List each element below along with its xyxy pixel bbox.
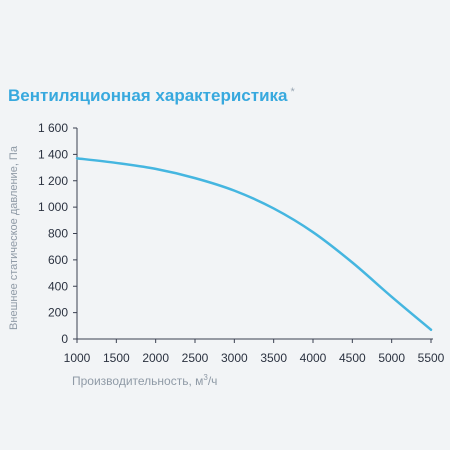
- y-tick-label: 1 600: [38, 121, 68, 135]
- x-tick-label: 3500: [260, 351, 287, 365]
- y-tick-label: 600: [48, 253, 68, 267]
- y-tick-label: 400: [48, 279, 68, 293]
- x-tick-label: 1000: [64, 351, 91, 365]
- x-tick-label: 1500: [103, 351, 130, 365]
- y-tick-label: 1 000: [38, 200, 68, 214]
- y-tick-label: 0: [61, 332, 68, 346]
- y-tick-label: 200: [48, 306, 68, 320]
- x-tick-label: 4500: [339, 351, 366, 365]
- x-tick-label: 4000: [300, 351, 327, 365]
- title-asterisk: *: [290, 86, 295, 98]
- y-tick-label: 800: [48, 227, 68, 241]
- x-tick-label: 5500: [418, 351, 445, 365]
- chart-title: Вентиляционная характеристика *: [8, 86, 295, 105]
- y-tick-label: 1 400: [38, 147, 68, 161]
- x-axis-label: Производительность, м3/ч: [72, 373, 218, 388]
- x-tick-label: 5000: [378, 351, 405, 365]
- series-line: [75, 157, 433, 332]
- x-tick-label: 3000: [221, 351, 248, 365]
- x-tick-label: 2000: [142, 351, 169, 365]
- x-tick-label: 2500: [182, 351, 209, 365]
- y-tick-label: 1 200: [38, 174, 68, 188]
